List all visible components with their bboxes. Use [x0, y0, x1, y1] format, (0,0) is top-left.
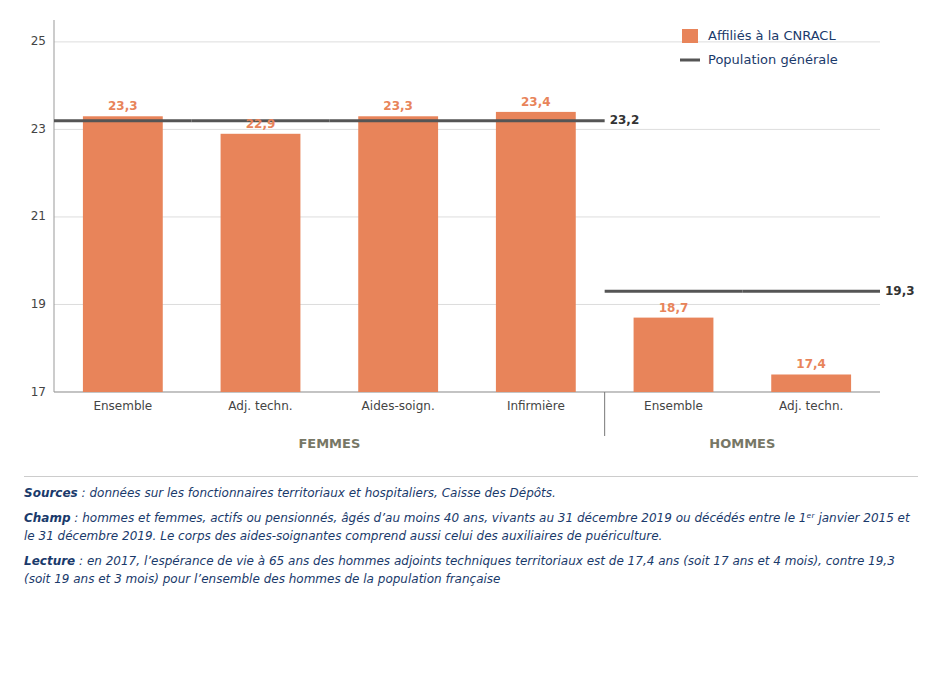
- group-label: FEMMES: [298, 436, 360, 451]
- x-axis-line: [54, 392, 880, 393]
- reference-line: [54, 119, 192, 122]
- annotation: 19,3: [885, 284, 915, 298]
- x-tick-label: Adj. techn.: [228, 399, 292, 413]
- data-label: 23,3: [383, 99, 413, 113]
- footnote-text: : données sur les fonctionnaires territo…: [78, 486, 556, 500]
- grid-line: [54, 392, 880, 393]
- x-tick-label: Ensemble: [93, 399, 152, 413]
- annotation: 23,2: [610, 113, 640, 127]
- legend-swatch: [682, 29, 698, 43]
- reference-line: [329, 119, 467, 122]
- reference-line: [742, 290, 880, 293]
- data-label: 23,3: [108, 99, 138, 113]
- footnote: Sources : données sur les fonctionnaires…: [24, 485, 918, 502]
- legend-label: Affiliés à la CNRACL: [708, 28, 836, 43]
- data-label: 18,7: [659, 301, 689, 315]
- footnote-heading: Lecture: [24, 554, 75, 568]
- reference-line: [467, 119, 605, 122]
- footnote: Champ : hommes et femmes, actifs ou pens…: [24, 510, 918, 545]
- x-tick-label: Infirmière: [507, 399, 565, 413]
- bar: [358, 116, 438, 392]
- bar: [221, 134, 301, 392]
- x-tick-label: Aides-soign.: [362, 399, 435, 413]
- group-label: HOMMES: [709, 436, 775, 451]
- footnote: Lecture : en 2017, l’espérance de vie à …: [24, 553, 918, 588]
- y-tick-label: 19: [31, 297, 46, 311]
- legend-label: Population générale: [708, 52, 838, 67]
- footnote-text: : hommes et femmes, actifs ou pensionnés…: [24, 511, 910, 542]
- bar: [496, 112, 576, 392]
- reference-line: [605, 290, 743, 293]
- x-tick-label: Ensemble: [644, 399, 703, 413]
- legend-swatch: [680, 59, 700, 62]
- y-tick-label: 17: [31, 385, 46, 399]
- grid: [54, 42, 880, 392]
- y-tick-label: 25: [31, 34, 46, 48]
- bar: [83, 116, 163, 392]
- data-label: 22,9: [246, 117, 276, 131]
- legend: Affiliés à la CNRACL Population générale: [680, 28, 838, 67]
- data-label: 23,4: [521, 95, 551, 109]
- bar: [634, 318, 714, 392]
- marks: [54, 112, 880, 392]
- y-tick-label: 21: [31, 209, 46, 223]
- y-tick-label: 23: [31, 122, 46, 136]
- group-separator: [604, 392, 605, 436]
- grid-line: [54, 216, 880, 217]
- data-labels: 23,3 22,9 23,3 23,4 18,7 17,4: [108, 95, 826, 372]
- data-label: 17,4: [796, 357, 826, 371]
- page: {"chart_data": { "type": "bar", "categor…: [0, 0, 942, 688]
- grid-line: [54, 129, 880, 130]
- grid-line: [54, 304, 880, 305]
- chart: 17 19 21 23 25 23,3 22,9 23,3 23,4 18,7 17,4 23,2 19…: [0, 0, 942, 470]
- footnote-heading: Sources: [24, 486, 78, 500]
- footnote-heading: Champ: [24, 511, 71, 525]
- footnotes: Sources : données sur les fonctionnaires…: [24, 476, 918, 588]
- y-axis-line: [54, 20, 55, 392]
- footnote-text: : en 2017, l’espérance de vie à 65 ans d…: [24, 554, 895, 585]
- bar: [771, 374, 851, 392]
- x-tick-label: Adj. techn.: [779, 399, 843, 413]
